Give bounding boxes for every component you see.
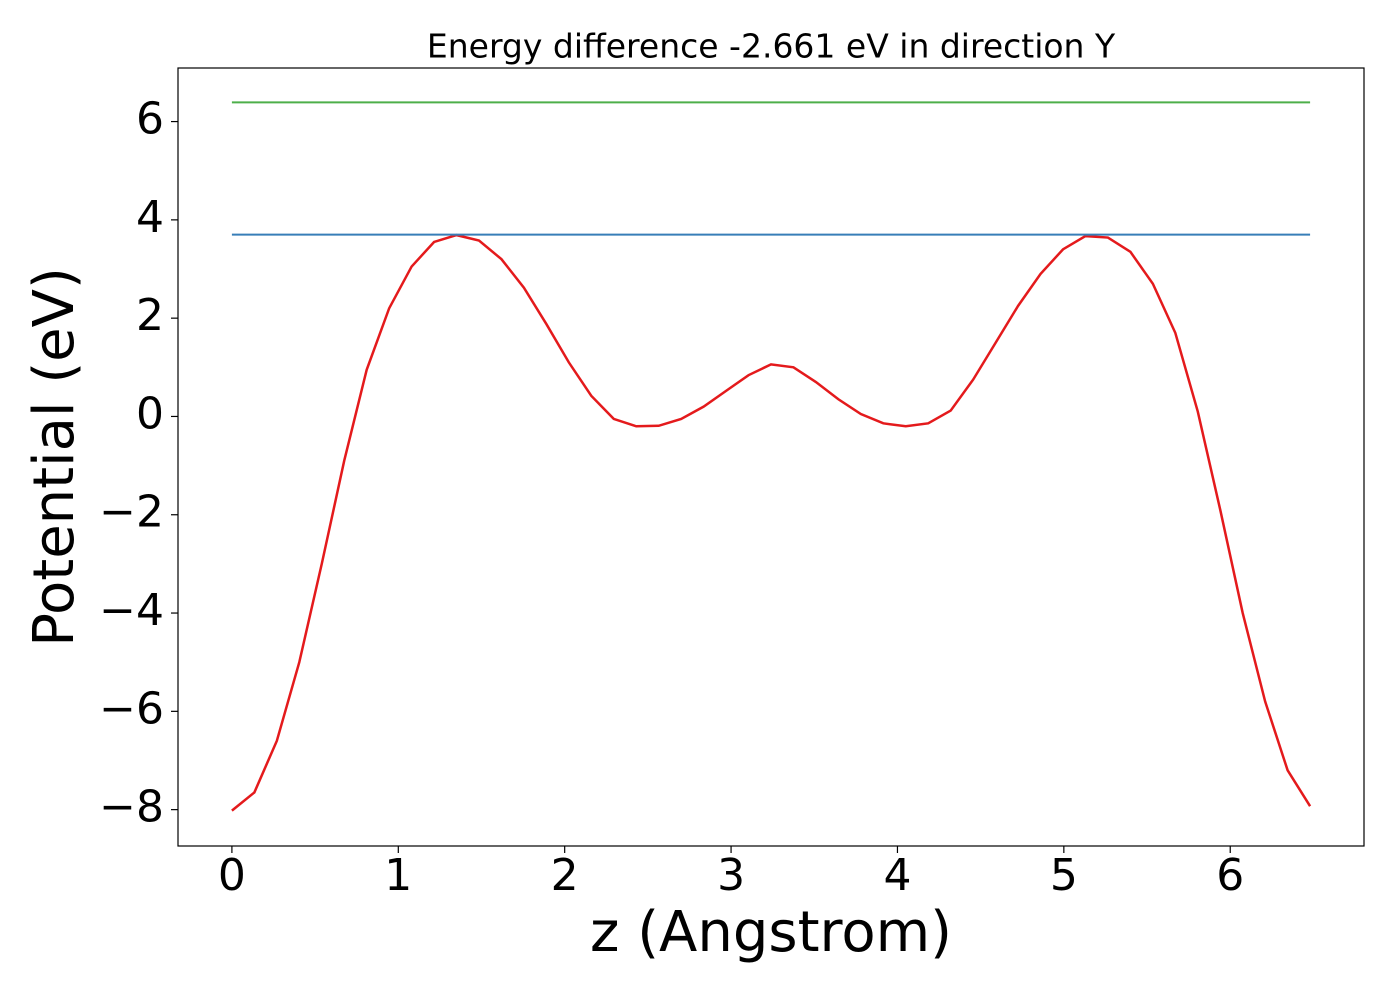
y-tick-label: 2 <box>136 290 164 341</box>
y-tick-label: −4 <box>99 585 164 636</box>
x-tick-label: 3 <box>717 850 745 901</box>
x-tick-label: 1 <box>384 850 412 901</box>
y-tick-label: −8 <box>99 782 164 833</box>
x-tick-label: 5 <box>1050 850 1078 901</box>
y-tick-label: 0 <box>136 388 164 439</box>
chart-title: Energy difference -2.661 eV in direction… <box>427 27 1116 66</box>
y-axis-label: Potential (eV) <box>22 267 87 647</box>
x-axis-label: z (Angstrom) <box>590 900 952 965</box>
y-tick-label: −2 <box>99 487 164 538</box>
x-tick-label: 0 <box>218 850 246 901</box>
plot-frame <box>177 67 1365 847</box>
x-tick-label: 4 <box>883 850 911 901</box>
y-tick-label: −6 <box>99 683 164 734</box>
y-tick-label: 6 <box>136 94 164 145</box>
x-tick-label: 6 <box>1216 850 1244 901</box>
x-tick-label: 2 <box>551 850 579 901</box>
y-tick-label: 4 <box>136 192 164 243</box>
series-line <box>231 233 1312 812</box>
